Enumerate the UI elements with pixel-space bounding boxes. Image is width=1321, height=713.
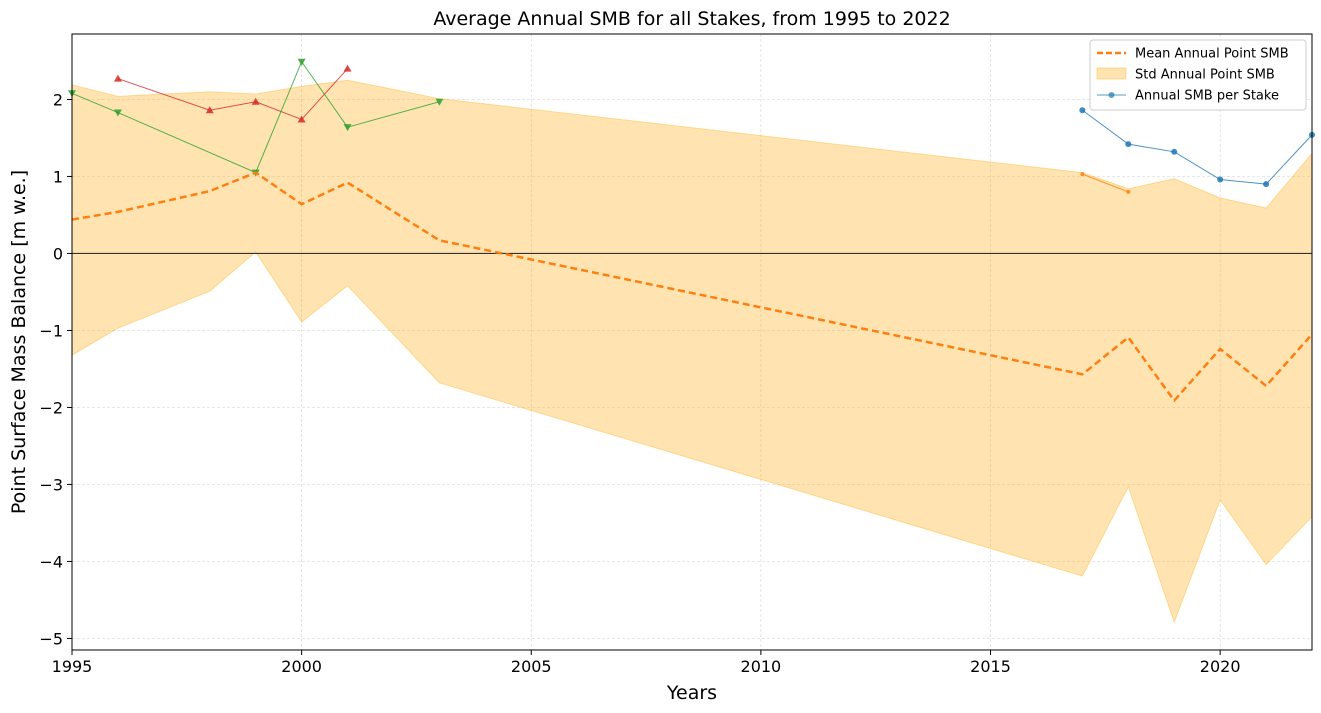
stake-point [1126, 189, 1131, 194]
stake-point [1079, 107, 1086, 114]
y-tick-label: −4 [39, 552, 63, 571]
x-tick-label: 2015 [970, 657, 1011, 676]
stake-point [1217, 176, 1224, 183]
stake-line-1 [71, 60, 440, 174]
plot-background [72, 34, 1312, 650]
stake-point [113, 109, 122, 117]
y-tick-label: −1 [39, 321, 63, 340]
y-axis-ticks: −5 −4 −3 −2 −1 0 1 2 [39, 90, 72, 648]
y-axis-label: Point Surface Mass Balance [m w.e.] [8, 170, 30, 514]
y-tick-label: 1 [53, 167, 63, 186]
y-tick-label: −5 [39, 629, 63, 648]
stake-point [343, 64, 352, 72]
stake-point [297, 115, 306, 123]
legend: Mean Annual Point SMB Std Annual Point S… [1089, 39, 1307, 111]
y-tick-label: −3 [39, 475, 63, 494]
legend-box [1089, 39, 1307, 111]
y-tick-label: −2 [39, 398, 63, 417]
x-tick-label: 2005 [511, 657, 552, 676]
legend-stake-label: Annual SMB per Stake [1135, 89, 1279, 104]
stake-point [205, 106, 214, 114]
x-axis-ticks: 1995 2000 2005 2010 2015 2020 [52, 650, 1241, 676]
chart-title: Average Annual SMB for all Stakes, from … [433, 8, 950, 30]
stake-point [297, 58, 306, 66]
x-axis-label: Years [666, 682, 717, 704]
y-tick-label: 0 [53, 244, 63, 263]
legend-mean-label: Mean Annual Point SMB [1135, 47, 1289, 62]
stake-line-3 [1082, 173, 1129, 193]
grid [71, 34, 1312, 650]
x-tick-label: 2000 [281, 657, 322, 676]
legend-stake-marker [1108, 92, 1115, 98]
stake-point [1125, 141, 1132, 148]
stake-point [1080, 172, 1085, 177]
stake-line-2 [1082, 109, 1313, 185]
x-tick-label: 2010 [741, 657, 782, 676]
stake-point [251, 97, 260, 105]
legend-band-label: Std Annual Point SMB [1135, 68, 1275, 83]
stake-point [1263, 181, 1270, 188]
mean-line [71, 171, 1313, 403]
mean-series-layer [71, 171, 1313, 403]
x-tick-label: 2020 [1200, 657, 1241, 676]
stake-point [343, 124, 352, 132]
stake-point [113, 74, 122, 82]
plot-frame [71, 33, 1313, 651]
y-tick-label: 2 [53, 90, 63, 109]
stake-point [1171, 148, 1178, 155]
x-tick-label: 1995 [52, 657, 93, 676]
stake-point [435, 98, 444, 106]
legend-band-swatch [1096, 67, 1127, 80]
